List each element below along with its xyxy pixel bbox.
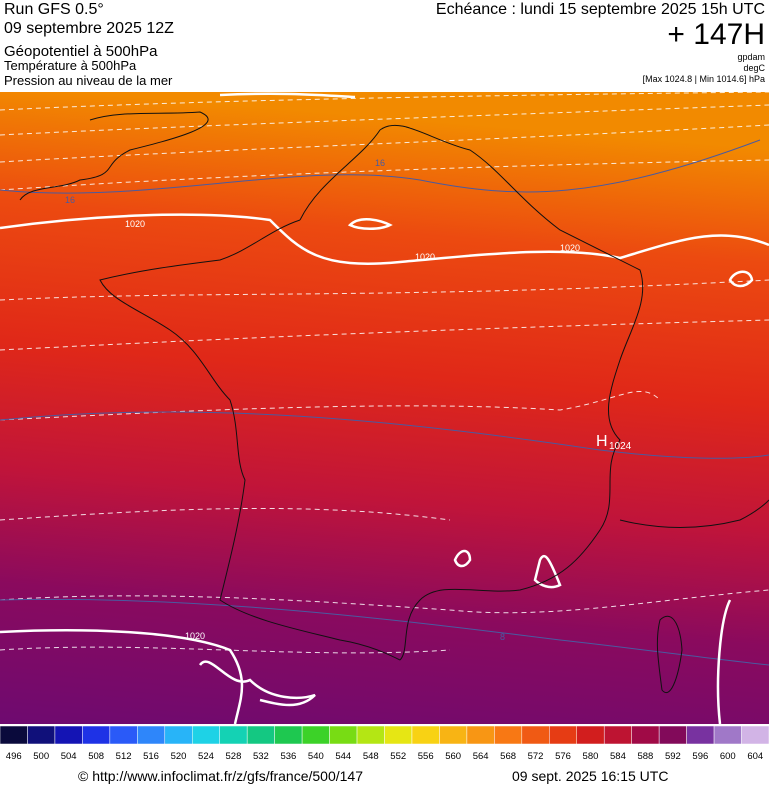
colorbar-swatch xyxy=(164,725,193,745)
colorbar-label: 528 xyxy=(226,751,242,762)
run: Run GFS 0.5° xyxy=(4,1,104,18)
colorbar-swatch xyxy=(137,725,166,745)
map-label: H xyxy=(596,433,608,450)
colorbar-swatch xyxy=(0,725,28,745)
colorbar-swatch xyxy=(246,725,275,745)
map-label: 1020 xyxy=(560,243,580,253)
colorbar-label: 556 xyxy=(418,751,434,762)
colorbar-swatch xyxy=(686,725,715,745)
pressure-range: [Max 1024.8 | Min 1014.6] hPa xyxy=(643,74,765,84)
colorbar-swatch xyxy=(109,725,138,745)
colorbar-label: 496 xyxy=(6,751,22,762)
colorbar-label: 584 xyxy=(610,751,626,762)
colorbar-swatch xyxy=(521,725,550,745)
colorbar-swatch xyxy=(219,725,248,745)
colorbar-label: 604 xyxy=(747,751,763,762)
colorbar-label: 596 xyxy=(692,751,708,762)
colorbar-label: 536 xyxy=(280,751,296,762)
map-label: 1020 xyxy=(185,631,205,641)
field: Pression au niveau de la mer xyxy=(4,73,173,88)
colorbar-swatch xyxy=(741,725,769,745)
colorbar-label: 544 xyxy=(335,751,351,762)
colorbar-swatch xyxy=(27,725,56,745)
colorbar-label: 524 xyxy=(198,751,214,762)
colorbar-label: 512 xyxy=(116,751,132,762)
colorbar-swatch xyxy=(384,725,413,745)
colorbar-swatch xyxy=(329,725,358,745)
map-label: 16 xyxy=(65,195,75,205)
colorbar-label: 516 xyxy=(143,751,159,762)
lead-time: + 147H xyxy=(667,18,765,51)
field: Température à 500hPa xyxy=(4,58,137,73)
colorbar-swatch xyxy=(466,725,495,745)
dashed-isotherms xyxy=(0,91,769,654)
colorbar-swatch xyxy=(82,725,111,745)
colorbar-swatch xyxy=(439,725,468,745)
colorbar-swatch xyxy=(713,725,742,745)
echeance: Echéance : lundi 15 septembre 2025 15h U… xyxy=(436,1,765,18)
colorbar-label: 564 xyxy=(473,751,489,762)
colorbar-label: 568 xyxy=(500,751,516,762)
colorbar-label: 500 xyxy=(33,751,49,762)
field: Géopotentiel à 500hPa xyxy=(4,43,158,60)
unit: degC xyxy=(743,63,765,73)
colorbar-label: 520 xyxy=(171,751,187,762)
map: 1020 1020 1020 1020 16 16 8 H 1024 xyxy=(0,91,769,725)
colorbar-label: 504 xyxy=(61,751,77,762)
colorbar-swatch xyxy=(54,725,83,745)
colorbar-label: 592 xyxy=(665,751,681,762)
colorbar-swatch xyxy=(192,725,220,745)
colorbar-label: 508 xyxy=(88,751,104,762)
source-url: © http://www.infoclimat.fr/z/gfs/france/… xyxy=(78,768,363,784)
colorbar-label: 540 xyxy=(308,751,324,762)
colorbar-swatch xyxy=(549,725,577,745)
colorbar-label: 572 xyxy=(528,751,544,762)
colorbar-swatch xyxy=(356,725,385,745)
colorbar-swatch xyxy=(603,725,632,745)
timestamp: 09 sept. 2025 16:15 UTC xyxy=(512,768,668,784)
colorbar-swatch xyxy=(301,725,330,745)
map-label: 1024 xyxy=(609,441,632,452)
colorbar-swatch xyxy=(494,725,523,745)
field-background xyxy=(0,92,769,724)
map-label: 16 xyxy=(375,158,385,168)
colorbar-label: 580 xyxy=(583,751,599,762)
run-date: 09 septembre 2025 12Z xyxy=(4,20,174,37)
colorbar-swatch xyxy=(631,725,660,745)
map-label: 8 xyxy=(500,632,505,642)
coastlines xyxy=(19,111,769,693)
colorbar-swatch xyxy=(576,725,605,745)
isobars xyxy=(0,92,769,725)
colorbar-label: 552 xyxy=(390,751,406,762)
colorbar-swatch xyxy=(274,725,303,745)
colorbar-label: 600 xyxy=(720,751,736,762)
colorbar-label: 576 xyxy=(555,751,571,762)
map-label: 1020 xyxy=(415,252,435,262)
colorbar-label: 588 xyxy=(637,751,653,762)
colorbar-swatch xyxy=(411,725,440,745)
unit: gpdam xyxy=(737,52,765,62)
colorbar-label: 548 xyxy=(363,751,379,762)
temperature-contours xyxy=(0,139,769,666)
colorbar-label: 560 xyxy=(445,751,461,762)
colorbar: 496 500 504 508 512 516 520 524 528 532 536 540 544 5… xyxy=(0,725,769,762)
colorbar-swatch xyxy=(658,725,687,745)
colorbar-label: 532 xyxy=(253,751,269,762)
map-label: 1020 xyxy=(125,219,145,229)
